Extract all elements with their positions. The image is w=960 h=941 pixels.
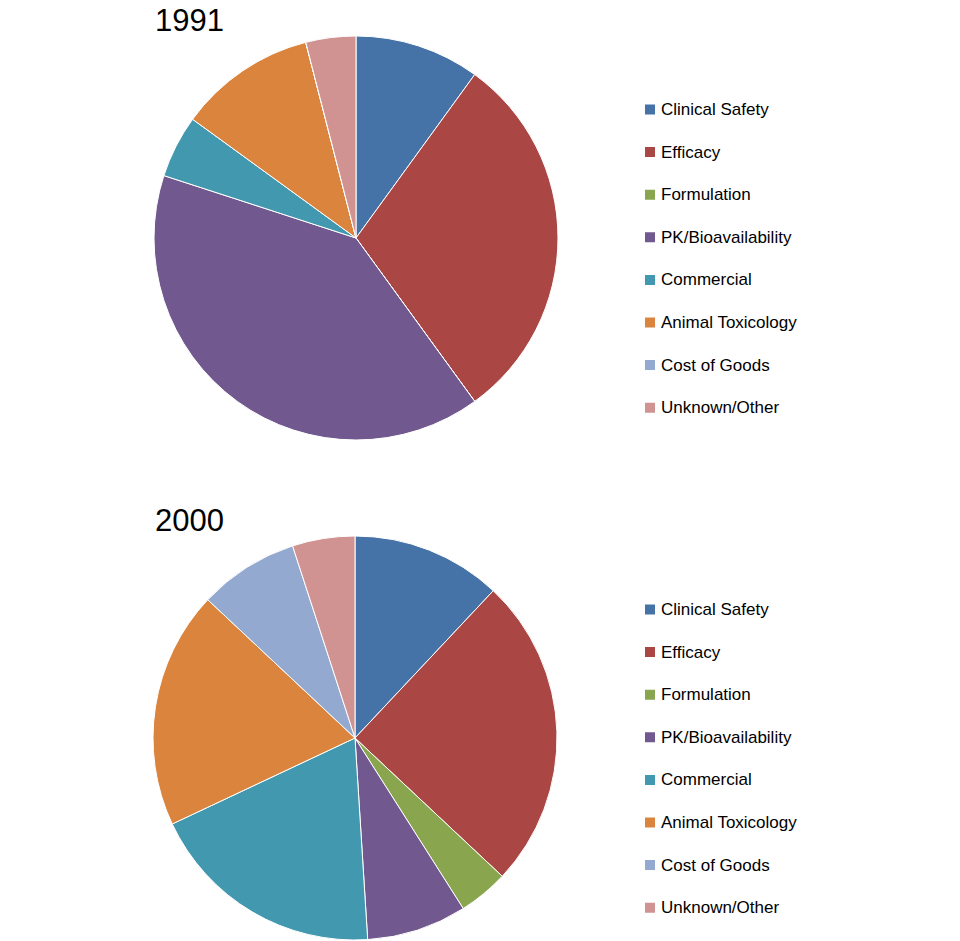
svg-text:Cost of Goods: Cost of Goods (661, 856, 770, 875)
svg-text:Clinical Safety: Clinical Safety (661, 600, 769, 619)
svg-text:Efficacy: Efficacy (661, 143, 721, 162)
svg-text:Formulation: Formulation (661, 185, 751, 204)
svg-text:Unknown/Other: Unknown/Other (661, 898, 779, 917)
svg-text:Animal Toxicology: Animal Toxicology (661, 313, 797, 332)
svg-text:Commercial: Commercial (661, 770, 752, 789)
svg-text:Unknown/Other: Unknown/Other (661, 398, 779, 417)
svg-text:Clinical Safety: Clinical Safety (661, 100, 769, 119)
svg-text:PK/Bioavailability: PK/Bioavailability (661, 228, 792, 247)
svg-text:PK/Bioavailability: PK/Bioavailability (661, 728, 792, 747)
svg-text:2000: 2000 (155, 503, 224, 538)
svg-text:1991: 1991 (155, 3, 224, 38)
svg-text:Formulation: Formulation (661, 685, 751, 704)
svg-text:Cost of Goods: Cost of Goods (661, 356, 770, 375)
svg-text:Commercial: Commercial (661, 270, 752, 289)
svg-text:Animal Toxicology: Animal Toxicology (661, 813, 797, 832)
svg-text:Efficacy: Efficacy (661, 643, 721, 662)
